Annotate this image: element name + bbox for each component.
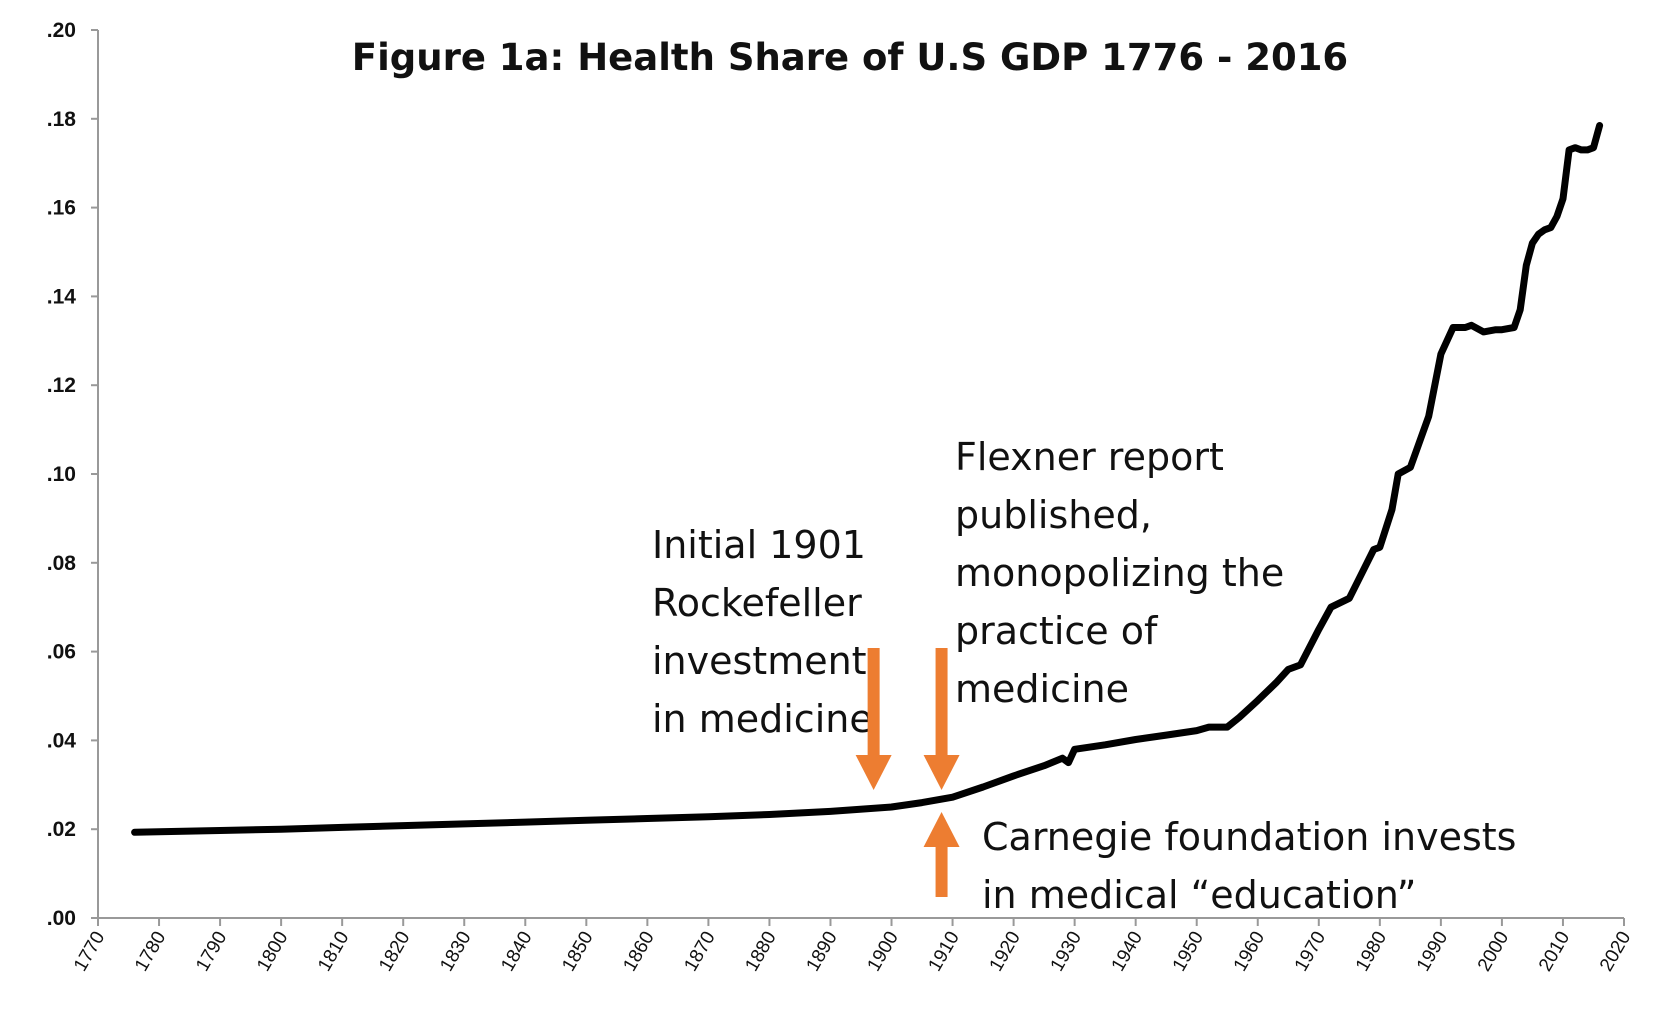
- y-ticks: .00 .02 .04 .06 .08 .10 .12 .14 .16 .18 .20: [47, 19, 98, 930]
- x-tick-label: 1840: [497, 928, 536, 975]
- y-tick-label: .00: [47, 907, 76, 930]
- x-tick-label: 1770: [70, 928, 109, 975]
- annotation-arrow-shaft: [935, 648, 948, 755]
- x-tick-label: 1990: [1413, 928, 1452, 975]
- y-tick-label: .10: [47, 463, 76, 486]
- x-ticks: 1770 1780 1790 1800 1810 1820 1830 1840 1850 1860…: [70, 918, 1635, 975]
- annotation-text: Initial 1901: [652, 523, 866, 567]
- x-tick-label: 1960: [1230, 928, 1269, 975]
- annotation-text: medicine: [955, 667, 1129, 711]
- x-tick-label: 2000: [1474, 928, 1513, 975]
- y-tick-label: .14: [47, 285, 77, 308]
- annotation-arrow-head: [855, 755, 892, 790]
- x-tick-label: 1810: [314, 928, 353, 975]
- x-tick-label: 1830: [436, 928, 475, 975]
- annotation-arrow-head: [923, 755, 960, 790]
- x-tick-label: 1870: [680, 928, 719, 975]
- annotation-arrow-head: [923, 812, 960, 847]
- series-line: [131, 122, 1604, 836]
- x-tick-label: 1800: [253, 928, 292, 975]
- x-tick-label: 1780: [131, 928, 170, 975]
- annotation-text: in medical “education”: [982, 873, 1416, 917]
- annotation-text: practice of: [955, 609, 1159, 653]
- annotations: Initial 1901 Rockefeller investment in medi…: [652, 435, 1516, 917]
- annotation-text: Flexner report: [955, 435, 1224, 479]
- chart-title: Figure 1a: Health Share of U.S GDP 1776 …: [352, 36, 1348, 79]
- x-tick-label: 1820: [375, 928, 414, 975]
- y-tick-label: .18: [47, 108, 77, 131]
- annotation-text: monopolizing the: [955, 551, 1284, 595]
- y-tick-label: .16: [47, 197, 76, 220]
- y-tick-label: .08: [47, 552, 77, 575]
- x-tick-label: 1860: [619, 928, 658, 975]
- x-tick-label: 1850: [558, 928, 597, 975]
- x-tick-label: 2020: [1596, 928, 1635, 975]
- x-tick-label: 1950: [1169, 928, 1208, 975]
- x-tick-label: 1980: [1352, 928, 1391, 975]
- x-tick-label: 1910: [925, 928, 964, 975]
- x-tick-label: 1930: [1047, 928, 1086, 975]
- x-tick-label: 1900: [864, 928, 903, 975]
- x-tick-label: 2010: [1535, 928, 1574, 975]
- annotation-text: Rockefeller: [652, 581, 862, 625]
- annotation-text: published,: [955, 493, 1152, 537]
- y-tick-label: .04: [47, 729, 77, 752]
- annotation-text: in medicine: [652, 697, 873, 741]
- x-tick-label: 1790: [192, 928, 231, 975]
- y-tick-label: .20: [47, 19, 76, 42]
- y-tick-label: .12: [47, 374, 76, 397]
- annotation-arrow-shaft: [867, 648, 880, 755]
- x-tick-label: 1890: [802, 928, 841, 975]
- annotation-arrow-shaft: [935, 847, 948, 897]
- annotation-text: Carnegie foundation invests: [982, 815, 1516, 859]
- x-tick-label: 1920: [986, 928, 1025, 975]
- y-tick-label: .02: [47, 818, 76, 841]
- y-tick-label: .06: [47, 641, 76, 664]
- x-tick-label: 1940: [1108, 928, 1147, 975]
- x-tick-label: 1880: [741, 928, 780, 975]
- x-tick-label: 1970: [1291, 928, 1330, 975]
- annotation-text: investment: [652, 639, 867, 683]
